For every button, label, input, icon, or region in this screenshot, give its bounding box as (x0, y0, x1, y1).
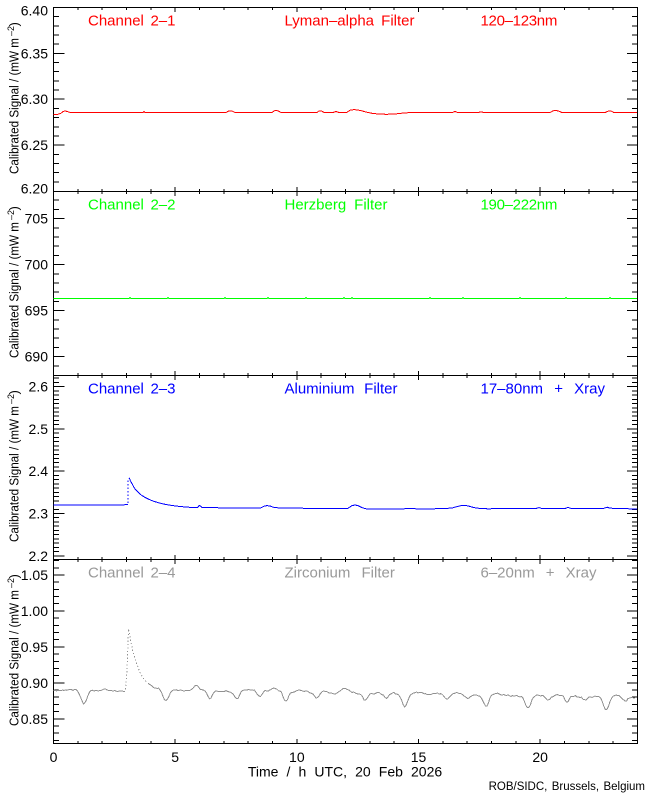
svg-text:): ) (7, 22, 22, 26)
svg-text:190–222nm: 190–222nm (481, 197, 558, 214)
svg-text:0.85: 0.85 (21, 711, 48, 727)
svg-text:1.05: 1.05 (21, 567, 48, 583)
svg-text:Time / h UTC, 20 Feb 2026: Time / h UTC, 20 Feb 2026 (248, 764, 443, 780)
svg-text:2.5: 2.5 (29, 421, 49, 437)
svg-text:2.4: 2.4 (29, 463, 49, 479)
svg-text:705: 705 (25, 211, 49, 227)
svg-text:–2: –2 (6, 26, 16, 36)
svg-text:10: 10 (289, 749, 305, 765)
svg-text:–2: –2 (6, 394, 16, 404)
svg-text:690: 690 (25, 349, 49, 365)
svg-text:1.00: 1.00 (21, 603, 48, 619)
svg-text:695: 695 (25, 303, 49, 319)
svg-text:5: 5 (171, 749, 179, 765)
svg-text:0: 0 (50, 749, 58, 765)
svg-text:6.20: 6.20 (21, 181, 48, 197)
svg-text:Herzberg Filter: Herzberg Filter (285, 197, 388, 214)
svg-text:6.35: 6.35 (21, 45, 48, 61)
svg-text:6–20nm + Xray: 6–20nm + Xray (481, 565, 597, 582)
svg-text:2.6: 2.6 (29, 379, 49, 395)
svg-text:2.3: 2.3 (29, 506, 49, 522)
svg-text:0.90: 0.90 (21, 675, 48, 691)
svg-text:6.40: 6.40 (21, 3, 48, 19)
svg-text:Calibrated Signal / (mW m: Calibrated Signal / (mW m (7, 222, 22, 358)
svg-text:Channel 2–2: Channel 2–2 (88, 197, 175, 214)
svg-text:Calibrated Signal / (mW m: Calibrated Signal / (mW m (7, 38, 22, 174)
svg-text:Calibrated Signal / (mW m: Calibrated Signal / (mW m (7, 590, 22, 726)
svg-text:6.25: 6.25 (21, 137, 48, 153)
svg-text:–2: –2 (6, 578, 16, 588)
svg-text:2.2: 2.2 (29, 548, 49, 564)
svg-text:Channel 2–4: Channel 2–4 (88, 565, 175, 582)
svg-text:17–80nm + Xray: 17–80nm + Xray (481, 381, 606, 398)
svg-text:6.30: 6.30 (21, 91, 48, 107)
svg-text:15: 15 (411, 749, 427, 765)
svg-text:Calibrated Signal / (mW m: Calibrated Signal / (mW m (7, 406, 22, 542)
svg-text:): ) (7, 206, 22, 210)
svg-text:Lyman–alpha Filter: Lyman–alpha Filter (285, 13, 415, 30)
svg-text:): ) (7, 390, 22, 394)
svg-text:Channel 2–3: Channel 2–3 (88, 381, 175, 398)
svg-text:Channel 2–1: Channel 2–1 (88, 13, 175, 30)
svg-text:ROB/SIDC, Brussels, Belgium: ROB/SIDC, Brussels, Belgium (489, 781, 645, 793)
svg-text:120–123nm: 120–123nm (481, 13, 558, 30)
svg-text:): ) (7, 574, 22, 578)
svg-text:0.95: 0.95 (21, 639, 48, 655)
svg-text:Aluminium Filter: Aluminium Filter (285, 381, 398, 398)
svg-text:20: 20 (532, 749, 548, 765)
svg-text:–2: –2 (6, 210, 16, 220)
svg-text:700: 700 (25, 257, 49, 273)
svg-text:Zirconium Filter: Zirconium Filter (285, 565, 395, 582)
